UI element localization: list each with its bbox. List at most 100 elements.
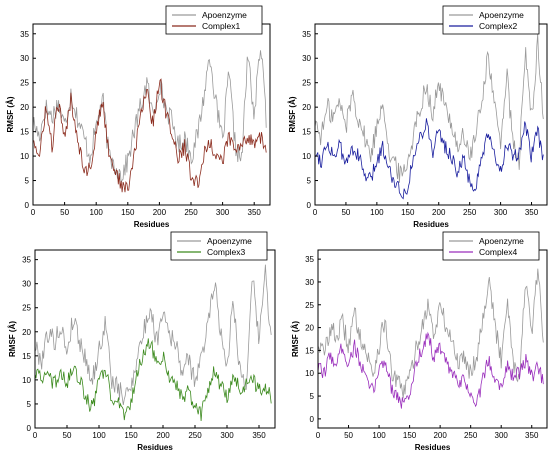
x-tick-label: 300 (220, 431, 234, 440)
y-tick-label: 5 (27, 400, 32, 409)
y-tick-label: 25 (22, 304, 31, 313)
legend-label-complex2: Complex2 (479, 21, 518, 31)
legend-label-complex1: Complex1 (202, 21, 241, 31)
legend-box (442, 231, 540, 261)
y-tick-label: 5 (310, 392, 315, 401)
y-tick-label: 25 (302, 79, 311, 88)
legend-label-apoenzyme: Apoenzyme (202, 10, 247, 20)
legend-label-complex4: Complex4 (479, 247, 518, 257)
x-tick-label: 200 (432, 208, 446, 217)
series-line-complex3 (34, 338, 272, 422)
legend-label-apoenzyme: Apoenzyme (479, 10, 524, 20)
x-tick-label: 200 (156, 431, 170, 440)
series-line-complex2 (314, 118, 544, 200)
x-tick-label: 0 (31, 208, 36, 217)
x-axis-title: Residues (413, 220, 449, 229)
panel-1: 0 50 100 150 200 250 300 350 0 5 10 15 20 25 30 35 Resid… (6, 5, 271, 229)
x-tick-label: 300 (494, 208, 508, 217)
y-tick-label: 0 (310, 415, 315, 424)
x-tick-label: 300 (216, 208, 230, 217)
plot-frame (317, 249, 548, 429)
y-tick-label: 20 (305, 324, 314, 333)
y-tick-label: 0 (27, 424, 32, 433)
x-tick-label: 150 (121, 208, 135, 217)
x-tick-label: 100 (90, 208, 104, 217)
y-tick-label: 10 (22, 376, 31, 385)
x-tick-label: 250 (184, 208, 198, 217)
x-tick-label: 350 (525, 431, 539, 440)
y-tick-label: 15 (302, 128, 311, 137)
x-tick-label: 100 (92, 431, 106, 440)
x-tick-label: 0 (33, 431, 38, 440)
x-tick-label: 150 (401, 208, 415, 217)
y-tick-label: 25 (20, 79, 29, 88)
panel-3: 0 50 100 150 200 250 300 350 0 5 10 15 20 25 30 35 Resid… (8, 231, 276, 452)
y-tick-label: 35 (22, 256, 31, 265)
panel-2: 0 50 100 150 200 250 300 350 0 5 10 15 20 25 30 35 Resid… (288, 5, 548, 229)
x-tick-label: 250 (188, 431, 202, 440)
y-tick-label: 15 (20, 128, 29, 137)
x-tick-label: 350 (252, 431, 266, 440)
x-axis-title: Residues (134, 220, 170, 229)
series-line-apoenzyme (34, 264, 272, 405)
x-tick-label: 100 (372, 431, 386, 440)
y-tick-label: 10 (305, 369, 314, 378)
y-axis-title: RMSF (Å) (288, 96, 297, 132)
x-axis-title: Residues (137, 443, 173, 452)
y-tick-label: 30 (302, 54, 311, 63)
x-tick-label: 50 (344, 431, 353, 440)
y-tick-label: 15 (22, 352, 31, 361)
y-tick-label: 10 (302, 152, 311, 161)
x-tick-label: 200 (153, 208, 167, 217)
x-tick-label: 250 (463, 208, 477, 217)
x-axis-title: Residues (415, 443, 451, 452)
legend-label-apoenzyme: Apoenzyme (479, 236, 524, 246)
x-tick-label: 350 (525, 208, 539, 217)
x-tick-label: 150 (403, 431, 417, 440)
x-tick-label: 350 (248, 208, 262, 217)
x-tick-label: 300 (495, 431, 509, 440)
x-tick-label: 100 (370, 208, 384, 217)
y-tick-label: 5 (307, 177, 312, 186)
x-tick-label: 50 (63, 431, 72, 440)
y-tick-label: 30 (22, 280, 31, 289)
legend-box (165, 5, 263, 35)
y-tick-label: 25 (305, 301, 314, 310)
plot-frame (34, 249, 276, 429)
series-line-apoenzyme (314, 33, 544, 183)
x-tick-label: 0 (316, 431, 321, 440)
y-tick-label: 5 (25, 177, 30, 186)
y-tick-label: 15 (305, 346, 314, 355)
y-tick-label: 0 (25, 201, 30, 210)
y-tick-label: 35 (302, 30, 311, 39)
legend-box (442, 5, 540, 35)
y-axis-title: RMSF (Å) (291, 321, 300, 357)
x-tick-label: 0 (313, 208, 318, 217)
y-tick-label: 30 (20, 54, 29, 63)
y-tick-label: 20 (20, 103, 29, 112)
series-line-complex1 (32, 78, 267, 193)
y-tick-label: 35 (305, 255, 314, 264)
plot-frame (32, 23, 271, 206)
series-line-apoenzyme (317, 268, 544, 399)
x-tick-label: 250 (464, 431, 478, 440)
legend-box (170, 231, 268, 261)
y-axis-title: RMSF (Å) (8, 321, 17, 357)
y-tick-label: 0 (307, 201, 312, 210)
plot-frame (314, 23, 548, 206)
x-tick-label: 50 (341, 208, 350, 217)
x-tick-label: 200 (433, 431, 447, 440)
x-tick-label: 50 (60, 208, 69, 217)
y-axis-title: RMSF (Å) (6, 96, 15, 132)
y-tick-label: 35 (20, 30, 29, 39)
series-line-complex4 (317, 331, 544, 409)
legend-label-apoenzyme: Apoenzyme (207, 236, 252, 246)
panel-4: 0 50 100 150 200 250 300 350 0 5 10 15 20 25 30 35 Resid… (291, 231, 548, 452)
legend-label-complex3: Complex3 (207, 247, 246, 257)
y-tick-label: 30 (305, 278, 314, 287)
y-tick-label: 10 (20, 152, 29, 161)
y-tick-label: 20 (22, 328, 31, 337)
x-tick-label: 150 (124, 431, 138, 440)
